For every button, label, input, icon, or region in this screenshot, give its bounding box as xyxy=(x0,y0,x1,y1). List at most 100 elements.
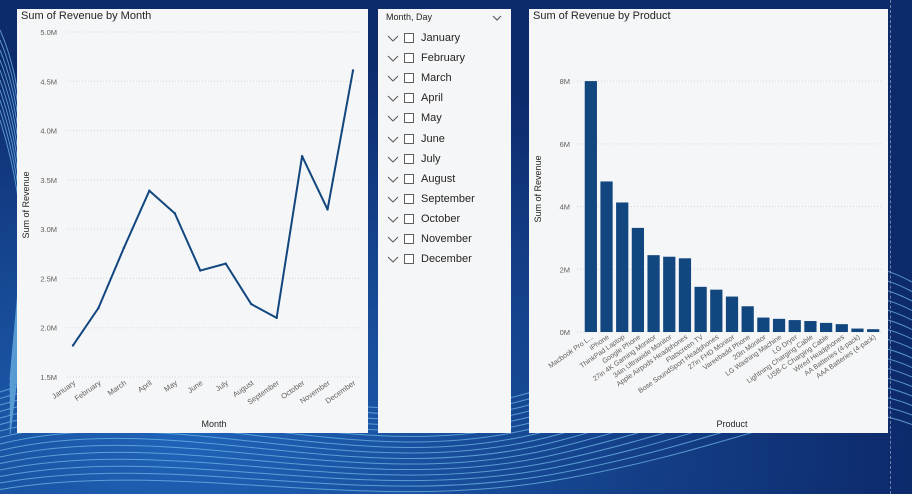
y-tick-label: 4M xyxy=(560,203,570,212)
checkbox[interactable] xyxy=(404,93,414,104)
product-bar[interactable] xyxy=(725,296,739,332)
expand-chevron-icon[interactable] xyxy=(386,93,400,103)
y-axis-title: Sum of Revenue xyxy=(21,171,31,238)
product-bar[interactable] xyxy=(835,324,848,332)
line-data-point[interactable] xyxy=(122,246,126,250)
canvas-scroll-divider xyxy=(890,0,892,494)
expand-chevron-icon[interactable] xyxy=(386,254,400,264)
slicer-item-april[interactable]: April xyxy=(386,88,506,108)
expand-chevron-icon[interactable] xyxy=(386,214,400,224)
expand-chevron-icon[interactable] xyxy=(386,174,400,184)
line-data-point[interactable] xyxy=(148,189,151,192)
product-bar[interactable] xyxy=(663,256,676,332)
product-bar[interactable] xyxy=(710,289,723,332)
slicer-item-label: October xyxy=(421,212,461,225)
slicer-item-august[interactable]: August xyxy=(386,169,506,189)
expand-chevron-icon[interactable] xyxy=(386,234,400,244)
checkbox[interactable] xyxy=(404,193,414,204)
line-data-point[interactable] xyxy=(249,302,253,306)
line-data-point[interactable] xyxy=(275,316,278,320)
slicer-header[interactable]: Month, Day xyxy=(386,12,504,26)
slicer-item-label: November xyxy=(421,232,472,245)
line-data-point[interactable] xyxy=(224,262,227,265)
product-bar[interactable] xyxy=(757,317,770,332)
product-bar[interactable] xyxy=(631,227,645,332)
slicer-item-june[interactable]: June xyxy=(386,128,506,148)
slicer-item-october[interactable]: October xyxy=(386,209,506,229)
slicer-item-label: March xyxy=(421,72,452,85)
slicer-item-label: July xyxy=(421,152,441,165)
month-day-slicer[interactable]: Month, Day January February March April May J… xyxy=(378,9,511,433)
chevron-down-icon[interactable] xyxy=(490,11,504,25)
line-data-point[interactable] xyxy=(300,155,304,158)
product-bar[interactable] xyxy=(678,258,692,332)
expand-chevron-icon[interactable] xyxy=(386,53,400,63)
bar-chart-title: Sum of Revenue by Product xyxy=(533,10,671,22)
product-bar[interactable] xyxy=(867,329,880,332)
expand-chevron-icon[interactable] xyxy=(386,113,400,123)
expand-chevron-icon[interactable] xyxy=(386,154,400,164)
expand-chevron-icon[interactable] xyxy=(386,194,400,204)
y-tick-label: 1.5M xyxy=(40,373,57,382)
y-tick-label: 0M xyxy=(560,328,570,337)
line-data-point[interactable] xyxy=(97,306,100,310)
slicer-item-february[interactable]: February xyxy=(386,48,506,68)
y-axis-title: Sum of Revenue xyxy=(533,155,543,222)
slicer-item-january[interactable]: January xyxy=(386,28,506,48)
product-bar[interactable] xyxy=(819,322,833,332)
revenue-line xyxy=(72,70,354,347)
product-bar[interactable] xyxy=(788,320,801,332)
slicer-item-label: September xyxy=(421,192,475,205)
line-chart-visual[interactable]: Sum of Revenue by Month 1.5M 2.0M 2.5M 3.0M… xyxy=(17,9,368,433)
slicer-item-label: August xyxy=(421,172,456,185)
line-data-point[interactable] xyxy=(326,208,329,211)
line-data-point[interactable] xyxy=(71,344,75,347)
line-chart-title: Sum of Revenue by Month xyxy=(21,10,152,22)
y-tick-label: 8M xyxy=(560,77,570,86)
line-chart-plot: 1.5M2.0M2.5M3.0M3.5M4.0M4.5M5.0MJanuaryF… xyxy=(21,28,359,429)
checkbox[interactable] xyxy=(404,53,414,64)
checkbox[interactable] xyxy=(404,233,414,244)
product-bar[interactable] xyxy=(694,286,707,332)
y-tick-label: 2.5M xyxy=(40,274,57,283)
slicer-item-july[interactable]: July xyxy=(386,149,506,169)
x-tick-label: July xyxy=(214,378,230,393)
expand-chevron-icon[interactable] xyxy=(386,134,400,144)
product-bar[interactable] xyxy=(851,328,864,332)
y-tick-label: 5.0M xyxy=(40,28,57,37)
product-bar[interactable] xyxy=(772,318,786,332)
y-tick-label: 3.5M xyxy=(40,176,57,185)
slicer-item-march[interactable]: March xyxy=(386,68,506,88)
product-bar[interactable] xyxy=(600,181,613,332)
slicer-item-september[interactable]: September xyxy=(386,189,506,209)
slicer-item-label: January xyxy=(421,32,461,45)
x-axis-title: Month xyxy=(201,419,226,429)
y-tick-label: 4.5M xyxy=(40,77,57,86)
product-bar[interactable] xyxy=(616,202,629,332)
checkbox[interactable] xyxy=(404,133,414,144)
line-data-point[interactable] xyxy=(199,269,202,272)
slicer-item-november[interactable]: November xyxy=(386,229,506,249)
slicer-item-december[interactable]: December xyxy=(386,249,506,269)
expand-chevron-icon[interactable] xyxy=(386,73,400,83)
product-bar[interactable] xyxy=(741,306,754,332)
product-bar[interactable] xyxy=(584,81,597,332)
bar-chart-visual[interactable]: Sum of Revenue by Product 0M 2M 4M 6M 8M Macb… xyxy=(529,9,888,433)
checkbox[interactable] xyxy=(404,33,414,44)
checkbox[interactable] xyxy=(404,254,414,265)
slicer-item-label: May xyxy=(421,112,442,125)
checkbox[interactable] xyxy=(404,213,414,224)
expand-chevron-icon[interactable] xyxy=(386,33,400,43)
slicer-item-may[interactable]: May xyxy=(386,108,506,128)
x-tick-label: February xyxy=(73,378,103,403)
checkbox[interactable] xyxy=(404,153,414,164)
product-bar[interactable] xyxy=(804,321,817,332)
checkbox[interactable] xyxy=(404,113,414,124)
line-data-point[interactable] xyxy=(173,212,177,215)
product-bar[interactable] xyxy=(647,255,660,332)
checkbox[interactable] xyxy=(404,73,414,84)
line-data-point[interactable] xyxy=(351,69,355,72)
y-tick-label: 6M xyxy=(560,140,570,149)
slicer-header-label: Month, Day xyxy=(386,12,433,22)
checkbox[interactable] xyxy=(404,173,414,184)
